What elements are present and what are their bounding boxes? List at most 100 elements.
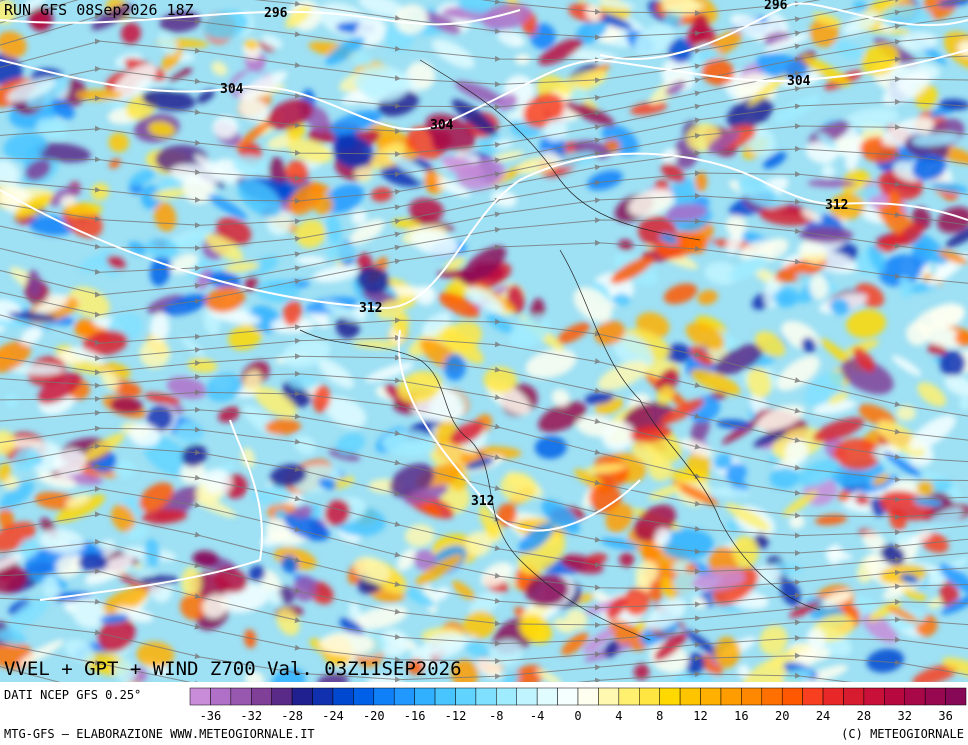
vvel-cell <box>35 142 91 163</box>
colorbar-swatch <box>516 687 538 706</box>
colorbar-swatch <box>475 687 497 706</box>
contour-label: 312 <box>359 301 382 316</box>
colorbar-swatch <box>863 687 885 706</box>
vvel-cell <box>20 326 43 346</box>
vvel-cell <box>9 364 64 375</box>
colorbar-swatch <box>251 687 272 706</box>
colorbar-tick-label: 28 <box>857 709 871 723</box>
colorbar-swatch <box>210 687 232 706</box>
colorbar-swatch <box>271 687 293 706</box>
vvel-cell <box>25 159 51 181</box>
vvel-cell <box>36 118 69 139</box>
vvel-cell <box>0 160 20 188</box>
vvel-cell <box>42 575 60 601</box>
contour-label: 304 <box>787 74 811 89</box>
vvel-cell <box>899 32 938 51</box>
vvel-cell <box>30 9 50 32</box>
vvel-cell <box>4 393 18 409</box>
colorbar-swatch <box>291 687 313 706</box>
colorbar-tick-label: 12 <box>693 709 707 723</box>
vvel-cell <box>48 185 80 207</box>
colorbar-swatch <box>761 687 783 706</box>
colorbar-swatch <box>618 687 640 706</box>
vvel-cell <box>0 340 31 373</box>
vvel-cell <box>36 471 77 489</box>
gpt-contours <box>0 2 968 601</box>
vvel-cell <box>907 529 932 546</box>
colorbar-swatch <box>353 687 375 706</box>
vvel-cell <box>954 331 968 347</box>
vvel-cell <box>0 549 33 574</box>
footer-left: MTG-GFS — ELABORAZIONE WWW.METEOGIORNALE… <box>4 727 315 741</box>
vvel-cell <box>37 372 82 404</box>
colorbar-swatch <box>434 687 456 706</box>
vvel-cell <box>914 304 966 332</box>
contour-line <box>39 419 263 601</box>
colorbar-swatch <box>496 687 517 706</box>
colorbar-swatch <box>924 687 946 706</box>
vvel-cell <box>902 588 927 601</box>
vvel-cell <box>899 573 920 585</box>
vvel-cell <box>911 132 960 147</box>
vvel-cell <box>0 564 27 594</box>
footer-right: (C) METEOGIORNALE <box>841 727 964 741</box>
vvel-cell <box>945 223 968 248</box>
vvel-cell <box>3 132 47 161</box>
colorbar-tick-label: -32 <box>240 709 262 723</box>
colorbar-swatch <box>455 687 477 706</box>
colorbar-swatch <box>230 687 252 706</box>
vvel-cell <box>0 0 17 25</box>
contour-label: 304 <box>430 118 454 133</box>
colorbar-swatch <box>393 687 415 706</box>
source-label: DATI NCEP GFS 0.25° <box>4 688 141 702</box>
vvel-cell <box>0 629 27 646</box>
colorbar-swatch <box>557 687 579 706</box>
vvel-cell <box>939 350 966 377</box>
vvel-cell <box>917 382 947 407</box>
contour-line <box>0 9 521 26</box>
vvel-cell <box>896 405 916 421</box>
vvel-cell <box>26 75 70 108</box>
colorbar-swatch <box>312 687 334 706</box>
colorbar-tick-label: -4 <box>530 709 544 723</box>
colorbar-tick-label: -12 <box>445 709 467 723</box>
contour-label: 312 <box>471 494 494 509</box>
colorbar-tick-label: 32 <box>898 709 912 723</box>
colorbar-swatch <box>679 687 701 706</box>
contour-line <box>0 152 968 310</box>
coastlines <box>299 59 821 641</box>
contour-line <box>0 49 968 131</box>
colorbar-swatch <box>884 687 905 706</box>
colorbar: -36 -32 -28 -24 -20 -16 -12 -8 -4 0 4 8 12 16 20 24 28 32… <box>189 687 967 723</box>
vvel-cell <box>944 375 968 397</box>
vvel-cell <box>8 599 32 616</box>
colorbar-swatch <box>843 687 865 706</box>
colorbar-swatch <box>822 687 844 706</box>
vvel-cell <box>911 154 947 181</box>
vvel-cell <box>64 639 95 663</box>
map-title: VVEL + GPT + WIND Z700 Val. 03Z11SEP2026 <box>4 658 462 680</box>
colorbar-tick-label: 4 <box>615 709 622 723</box>
vvel-cell <box>942 657 968 679</box>
vvel-cell <box>74 318 97 339</box>
vvel-cell <box>941 594 968 615</box>
vvel-cell <box>0 53 23 86</box>
colorbar-swatch <box>639 687 660 706</box>
vvel-cell <box>55 494 106 523</box>
contour-label: 296 <box>264 6 288 21</box>
vvel-cell <box>916 480 934 496</box>
colorbar-tick-label: -28 <box>281 709 303 723</box>
vvel-cell <box>0 31 27 59</box>
contour-line <box>599 2 968 61</box>
contour-label: 312 <box>825 198 848 213</box>
colorbar-swatch <box>700 687 722 706</box>
vvel-cell <box>53 449 87 476</box>
vvel-cell <box>14 193 53 219</box>
vvel-cell <box>52 98 75 120</box>
vvel-cell <box>939 581 959 607</box>
contour-line <box>397 329 641 532</box>
run-label: RUN GFS 08Sep2026 18Z <box>4 1 194 19</box>
vvel-cell <box>938 98 968 111</box>
vvel-cell <box>22 0 48 13</box>
